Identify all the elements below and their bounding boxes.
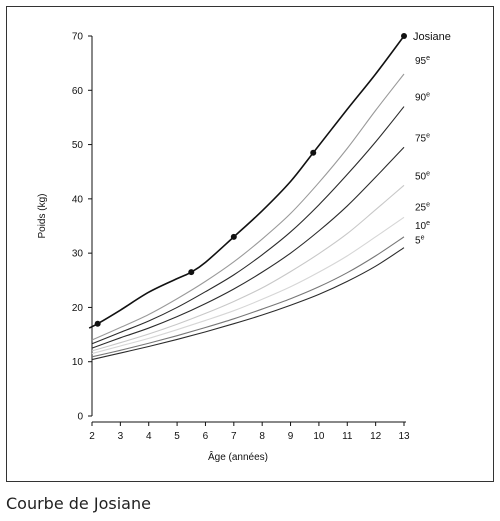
percentile-curve-90 — [91, 106, 405, 345]
x-tick-label: 8 — [259, 431, 265, 442]
subject-point — [188, 269, 195, 276]
percentile-curve-25 — [91, 216, 405, 355]
x-tick-label: 11 — [342, 431, 353, 442]
y-tick-label: 0 — [77, 412, 83, 423]
x-ticks: 2 3 4 5 6 7 8 9 10 11 12 13 — [89, 422, 410, 442]
y-tick-label: 70 — [72, 32, 84, 43]
y-tick-label: 30 — [72, 249, 84, 260]
x-tick-label: 4 — [146, 431, 152, 442]
x-tick-label: 12 — [370, 431, 382, 442]
y-tick-label: 60 — [72, 86, 84, 97]
series-label-75: 75e — [415, 132, 430, 144]
x-tick-label: 7 — [231, 431, 237, 442]
x-tick-label: 3 — [118, 431, 124, 442]
subject-curve — [88, 35, 405, 329]
series-label-90: 90e — [415, 92, 430, 104]
series-label-10: 10e — [415, 220, 430, 232]
x-tick-label: 9 — [288, 431, 294, 442]
percentile-curve-75 — [91, 146, 405, 349]
subject-label: Josiane — [413, 31, 451, 43]
x-tick-label: 10 — [313, 431, 325, 442]
percentile-curves — [91, 73, 405, 361]
x-tick-label: 2 — [89, 431, 95, 442]
weight-chart: 0 10 20 30 40 50 60 70 2 3 4 5 6 7 8 9 10 11 12 13 Poids (… — [37, 31, 451, 464]
x-tick-label: 13 — [398, 431, 410, 442]
percentile-curve-50 — [91, 184, 405, 352]
series-label-50: 50e — [415, 170, 430, 182]
y-ticks: 0 10 20 30 40 50 60 70 — [72, 32, 92, 423]
series-label-25: 25e — [415, 201, 430, 213]
series-label-95: 95e — [415, 55, 430, 67]
subject-point — [94, 320, 101, 327]
series-labels: 95e 90e 75e 50e 25e 10e 5e Josiane — [413, 31, 451, 247]
x-tick-label: 6 — [203, 431, 209, 442]
axes: 0 10 20 30 40 50 60 70 2 3 4 5 6 7 8 9 10 11 12 13 Poids (… — [37, 32, 410, 464]
subject-point — [310, 149, 317, 156]
subject-point — [230, 233, 237, 240]
subject-curve-group — [88, 33, 407, 329]
percentile-curve-95 — [91, 73, 405, 341]
x-tick-label: 5 — [174, 431, 180, 442]
y-tick-label: 40 — [72, 194, 84, 205]
subject-point — [401, 33, 407, 39]
x-axis-label: Âge (années) — [208, 450, 268, 463]
y-tick-label: 20 — [72, 303, 84, 314]
chart-frame: 0 10 20 30 40 50 60 70 2 3 4 5 6 7 8 9 10 11 12 13 Poids (… — [6, 6, 494, 482]
y-axis-label: Poids (kg) — [37, 193, 48, 238]
y-tick-label: 50 — [72, 140, 84, 151]
percentile-curve-10 — [91, 236, 405, 358]
percentile-curve-5 — [91, 247, 405, 361]
y-tick-label: 10 — [72, 357, 84, 368]
series-label-5: 5e — [415, 235, 425, 247]
figure-caption: Courbe de Josiane — [6, 494, 151, 513]
